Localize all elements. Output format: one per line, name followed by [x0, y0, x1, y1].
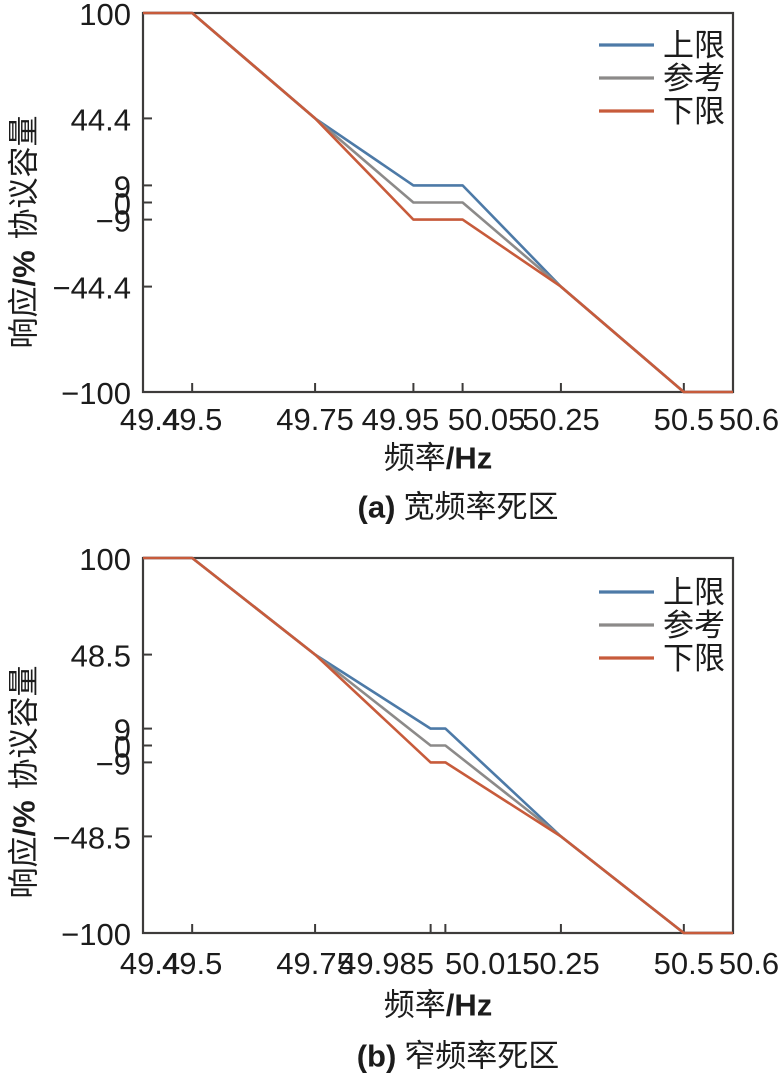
y-tick-label: 0 [114, 730, 131, 765]
legend-label-upper-limit: 上限 [663, 575, 725, 610]
x-tick-label: 50.6 [719, 946, 779, 981]
y-axis-title-a-tail: 协议容量 [6, 115, 42, 240]
caption-b: (b) 窄频率死区 [357, 1041, 560, 1072]
x-tick-label: 50.5 [654, 402, 714, 437]
y-tick-label: −44.4 [53, 271, 131, 306]
x-axis-title-b: 频率/Hz [384, 990, 493, 1021]
caption-b-text: 窄频率死区 [404, 1038, 560, 1074]
x-tick-label: 49.75 [276, 946, 354, 981]
y-axis-title-a-unit: /% [6, 250, 42, 287]
legend-label-lower-limit: 下限 [663, 94, 725, 129]
y-tick-label: 100 [79, 0, 131, 32]
y-tick-label: 44.4 [71, 102, 131, 137]
y-tick-label: −100 [61, 376, 131, 411]
series-line-lower-limit [143, 11, 733, 394]
caption-a: (a) 宽频率死区 [358, 492, 559, 523]
y-tick-label: −9 [96, 746, 131, 781]
x-tick-label: 50.5 [654, 946, 714, 981]
legend-label-upper-limit: 上限 [663, 28, 725, 63]
caption-a-prefix: (a) [357, 489, 396, 525]
series-line-lower-limit [143, 556, 733, 935]
y-tick-label: 9 [114, 713, 131, 748]
y-axis-title-b: 响应/% 协议容量 [6, 665, 42, 899]
x-tick-label: 50.25 [522, 946, 600, 981]
series-line-reference [143, 11, 733, 394]
y-tick-label: 100 [79, 542, 131, 577]
x-tick-label: 49.95 [362, 402, 440, 437]
x-tick-label: 49.985 [339, 946, 434, 981]
y-axis-title-b-unit: /% [6, 800, 42, 837]
x-tick-label: 50.6 [719, 402, 779, 437]
x-tick-label: 49.75 [276, 402, 354, 437]
y-axis-title-a: 响应/% 协议容量 [6, 115, 42, 349]
caption-b-prefix: (b) [356, 1038, 397, 1074]
y-tick-label: −48.5 [53, 820, 131, 855]
x-axis-title-b-text: 频率 [383, 987, 446, 1023]
x-tick-label: 49.4 [120, 946, 180, 981]
y-tick-label: 0 [114, 187, 131, 222]
y-tick-label: 48.5 [71, 639, 131, 674]
x-tick-label: 49.5 [162, 402, 222, 437]
x-tick-label: 50.015 [445, 946, 540, 981]
y-tick-label: −9 [96, 204, 131, 239]
x-axis-title-a-text: 频率 [383, 440, 446, 476]
legend-label-lower-limit: 下限 [663, 641, 725, 676]
x-tick-label: 49.5 [162, 946, 222, 981]
y-tick-label: 9 [114, 169, 131, 204]
y-axis-title-b-lead: 响应 [6, 836, 42, 899]
x-tick-label: 50.25 [522, 402, 600, 437]
x-axis-title-b-unit: /Hz [445, 987, 493, 1023]
y-axis-title-b-tail: 协议容量 [6, 665, 42, 790]
x-tick-label: 50.05 [448, 402, 526, 437]
legend-label-reference: 参考 [663, 608, 725, 643]
y-axis-title-a-lead: 响应 [6, 286, 42, 349]
x-tick-label: 49.4 [120, 402, 180, 437]
legend-label-reference: 参考 [663, 61, 725, 96]
series-line-reference [143, 556, 733, 935]
caption-a-text: 宽频率死区 [403, 489, 559, 525]
x-axis-title-a-unit: /Hz [445, 440, 493, 476]
x-axis-title-a: 频率/Hz [384, 443, 493, 474]
y-tick-label: −100 [61, 917, 131, 952]
